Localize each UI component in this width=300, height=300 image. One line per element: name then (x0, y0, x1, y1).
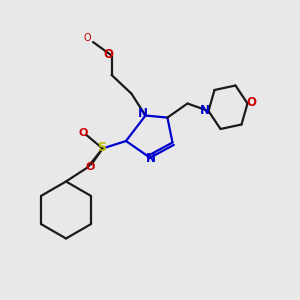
Text: O: O (84, 33, 92, 43)
Text: N: N (146, 152, 156, 166)
Text: O: O (79, 128, 88, 139)
Text: O: O (103, 48, 113, 61)
Text: O: O (246, 95, 256, 109)
Text: N: N (138, 106, 148, 120)
Text: N: N (200, 104, 210, 118)
Text: S: S (98, 141, 106, 154)
Text: O: O (85, 162, 95, 172)
